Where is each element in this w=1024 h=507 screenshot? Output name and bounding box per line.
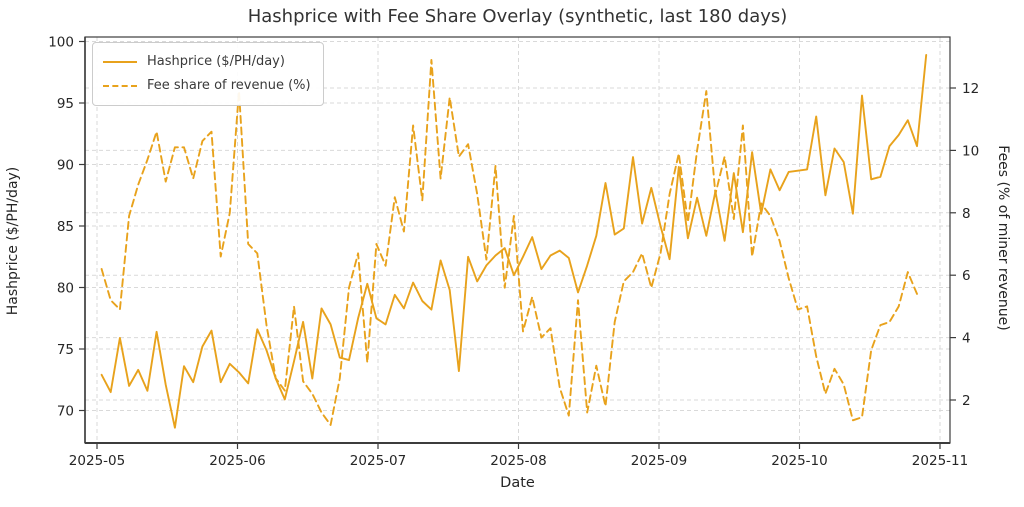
dashed-line-swatch-icon: [103, 85, 137, 87]
x-tick-label: 2025-09: [631, 453, 687, 469]
y-left-tick-label: 85: [57, 219, 74, 235]
y-right-tick-label: 8: [962, 206, 971, 222]
legend-item-hashprice: Hashprice ($/PH/day): [103, 50, 311, 74]
legend-label: Fee share of revenue (%): [147, 78, 311, 93]
chart-title: Hashprice with Fee Share Overlay (synthe…: [247, 6, 788, 27]
y-right-tick-label: 12: [962, 81, 979, 97]
hashprice-line: [100, 54, 928, 429]
y-left-tick-label: 75: [57, 342, 74, 358]
x-tick-label: 2025-05: [69, 453, 125, 469]
y-left-tick-label: 100: [48, 35, 74, 51]
y-left-tick-label: 80: [57, 281, 74, 297]
y-axis-label-left: Hashprice ($/PH/day): [5, 166, 21, 316]
y-left-tick-label: 95: [57, 96, 74, 112]
y-left-tick-label: 70: [57, 404, 74, 420]
x-tick-label: 2025-11: [912, 453, 968, 469]
y-axis-label-right: Fees (% of miner revenue): [995, 145, 1011, 331]
y-right-tick-label: 2: [962, 393, 971, 409]
y-right-tick-label: 6: [962, 268, 971, 284]
y-left-tick-label: 90: [57, 158, 74, 174]
solid-line-swatch-icon: [103, 61, 137, 63]
fee-share-line: [100, 58, 918, 426]
x-tick-label: 2025-06: [209, 453, 265, 469]
legend-label: Hashprice ($/PH/day): [147, 54, 285, 69]
x-tick-label: 2025-10: [771, 453, 827, 469]
x-axis-label: Date: [500, 475, 535, 491]
y-right-tick-label: 10: [962, 143, 979, 159]
legend-item-fee-share: Fee share of revenue (%): [103, 74, 311, 98]
legend: Hashprice ($/PH/day) Fee share of revenu…: [92, 42, 324, 106]
y-right-tick-label: 4: [962, 331, 971, 347]
x-tick-label: 2025-08: [490, 453, 546, 469]
x-tick-label: 2025-07: [350, 453, 406, 469]
